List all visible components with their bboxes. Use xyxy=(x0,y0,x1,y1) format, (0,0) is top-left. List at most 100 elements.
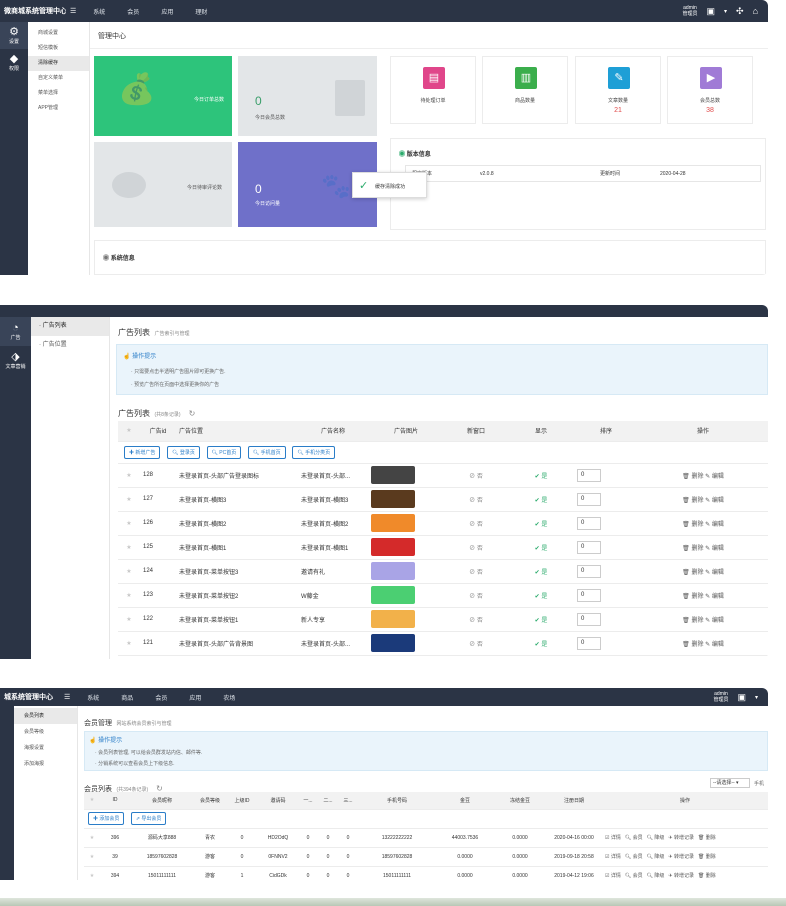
submenu-item[interactable]: 商城设置 xyxy=(38,30,59,36)
refresh-icon[interactable]: ↻ xyxy=(156,784,163,793)
sort-input[interactable]: 0 xyxy=(577,564,601,578)
star-icon[interactable]: ★ xyxy=(126,592,132,599)
ad-thumbnail[interactable] xyxy=(371,514,415,532)
edit-link[interactable]: ✎ 编辑 xyxy=(705,498,724,504)
ad-thumbnail[interactable] xyxy=(371,610,415,628)
sort-input[interactable]: 0 xyxy=(577,468,601,482)
stat-tile-comments[interactable]: 今日待审评论数 xyxy=(94,142,232,227)
row-action-link[interactable]: ☑ 详情 xyxy=(605,873,621,879)
row-action-link[interactable]: ✈ 转增记录 xyxy=(668,835,694,841)
edit-link[interactable]: ✎ 编辑 xyxy=(705,594,724,600)
stat-tile-orders[interactable]: 💰 今日订单总数 xyxy=(94,56,232,136)
star-icon[interactable]: ★ xyxy=(126,616,132,623)
home-icon[interactable]: ⌂ xyxy=(752,6,758,16)
edit-link[interactable]: ✎ 编辑 xyxy=(705,570,724,576)
sidebar-item-settings[interactable]: ⚙ 设置 xyxy=(0,22,28,49)
delete-link[interactable]: 🗑︎ 删除 xyxy=(682,498,703,504)
status-yes[interactable]: 是 xyxy=(541,545,548,552)
quick-card-goods[interactable]: ▥ 商品数量 xyxy=(482,56,568,124)
submenu-item[interactable]: APP管理 xyxy=(38,105,59,111)
top-nav-item[interactable]: 会员 xyxy=(155,695,168,702)
submenu-item[interactable]: 添加海报 xyxy=(24,761,45,767)
quick-card-orders[interactable]: ▤ 待处理订单 xyxy=(390,56,476,124)
top-nav-item[interactable]: 应用 xyxy=(161,9,174,16)
sidebar-item-permission[interactable]: ◆ 权限 xyxy=(0,49,28,76)
status-no[interactable]: 否 xyxy=(476,593,483,600)
filter-mobile-home-button[interactable]: 🔍︎ 手机首页 xyxy=(247,445,286,459)
sort-input[interactable]: 0 xyxy=(577,540,601,554)
top-nav-item[interactable]: 应用 xyxy=(189,695,202,702)
stat-tile-members[interactable]: 0 今日会员总数 xyxy=(238,56,377,136)
submenu-item-active[interactable]: 清除缓存 xyxy=(28,56,89,71)
submenu-item-active[interactable]: 会员列表 xyxy=(14,708,77,724)
refresh-icon[interactable]: ↻ xyxy=(188,409,196,418)
export-member-button[interactable]: ⇗ 导出会员 xyxy=(130,812,167,825)
sort-input[interactable]: 0 xyxy=(577,612,601,626)
top-nav-item[interactable]: 商品 xyxy=(121,695,134,702)
row-action-link[interactable]: 🔍︎ 会员 xyxy=(625,873,643,879)
delete-link[interactable]: 🗑︎ 删除 xyxy=(682,618,703,624)
menu-toggle-icon[interactable]: ☰ xyxy=(70,8,77,15)
top-nav-item[interactable]: 系统 xyxy=(93,9,106,16)
ad-thumbnail[interactable] xyxy=(371,538,415,556)
row-action-link[interactable]: 🗑︎ 删除 xyxy=(698,854,716,860)
star-icon[interactable]: ★ xyxy=(89,872,95,879)
status-yes[interactable]: 是 xyxy=(541,569,548,576)
star-icon[interactable]: ★ xyxy=(126,472,132,479)
avatar-card-icon[interactable]: ▣ xyxy=(706,5,715,16)
top-nav-item[interactable]: 理财 xyxy=(195,9,208,16)
row-action-link[interactable]: ✈ 转增记录 xyxy=(668,873,694,879)
delete-link[interactable]: 🗑︎ 删除 xyxy=(682,642,703,648)
edit-link[interactable]: ✎ 编辑 xyxy=(705,618,724,624)
submenu-item[interactable]: 菜单选择 xyxy=(38,90,59,96)
delete-link[interactable]: 🗑︎ 删除 xyxy=(682,522,703,528)
chevron-down-icon[interactable]: ▾ xyxy=(754,694,758,701)
sort-input[interactable]: 0 xyxy=(577,636,601,650)
row-action-link[interactable]: 🔍︎ 降级 xyxy=(647,835,665,841)
star-icon[interactable]: ★ xyxy=(89,834,95,841)
delete-link[interactable]: 🗑︎ 删除 xyxy=(682,546,703,552)
admin-info[interactable]: admin 管理员 xyxy=(682,5,697,17)
ad-thumbnail[interactable] xyxy=(371,562,415,580)
sort-input[interactable]: 0 xyxy=(577,492,601,506)
ad-thumbnail[interactable] xyxy=(371,490,415,508)
quick-card-articles[interactable]: ✎ 文章数量 21 xyxy=(575,56,661,124)
edit-link[interactable]: ✎ 编辑 xyxy=(705,546,724,552)
status-yes[interactable]: 是 xyxy=(541,497,548,504)
ad-thumbnail[interactable] xyxy=(371,634,415,652)
row-action-link[interactable]: 🔍︎ 会员 xyxy=(625,835,643,841)
submenu-item[interactable]: 短信模板 xyxy=(38,45,59,51)
delete-link[interactable]: 🗑︎ 删除 xyxy=(682,570,703,576)
quick-card-members[interactable]: ▶ 会员总数 38 xyxy=(667,56,753,124)
admin-info[interactable]: admin 管理员 xyxy=(713,691,728,703)
edit-link[interactable]: ✎ 编辑 xyxy=(705,522,724,528)
row-action-link[interactable]: 🗑︎ 删除 xyxy=(698,873,716,879)
menu-toggle-icon[interactable]: ☰ xyxy=(64,694,71,701)
star-icon[interactable]: ★ xyxy=(126,640,132,647)
status-yes[interactable]: 是 xyxy=(541,473,548,480)
avatar-card-icon[interactable]: ▣ xyxy=(737,691,746,702)
status-no[interactable]: 否 xyxy=(476,641,483,648)
row-action-link[interactable]: 🗑︎ 删除 xyxy=(698,835,716,841)
row-action-link[interactable]: 🔍︎ 降级 xyxy=(647,854,665,860)
top-nav-item[interactable]: 农场 xyxy=(223,695,236,702)
filter-select[interactable]: --请选择-- ▾ xyxy=(710,778,750,788)
chevron-down-icon[interactable]: ▾ xyxy=(724,8,728,15)
sidebar-item-marketing[interactable]: ⬗ 文章营销 xyxy=(0,346,31,375)
status-yes[interactable]: 是 xyxy=(541,521,548,528)
row-action-link[interactable]: 🔍︎ 会员 xyxy=(625,854,643,860)
submenu-item[interactable]: 自定义菜单 xyxy=(38,75,64,81)
status-yes[interactable]: 是 xyxy=(541,641,548,648)
submenu-item[interactable]: 海报设置 xyxy=(24,745,45,751)
submenu-item[interactable]: 会员等级 xyxy=(24,729,45,735)
star-icon[interactable]: ★ xyxy=(126,496,132,503)
row-action-link[interactable]: ✈ 转增记录 xyxy=(668,854,694,860)
row-action-link[interactable]: ☑ 详情 xyxy=(605,835,621,841)
status-yes[interactable]: 是 xyxy=(541,617,548,624)
star-icon[interactable]: ★ xyxy=(89,853,95,860)
status-no[interactable]: 否 xyxy=(476,617,483,624)
add-member-button[interactable]: ✚ 添加会员 xyxy=(88,812,125,825)
star-icon[interactable]: ★ xyxy=(126,544,132,551)
ad-thumbnail[interactable] xyxy=(371,466,415,484)
expand-icon[interactable]: ✣ xyxy=(736,5,744,16)
